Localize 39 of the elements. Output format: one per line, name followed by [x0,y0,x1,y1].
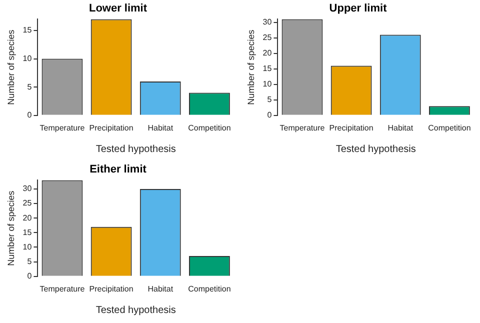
y-tick-label: 30 [22,184,32,194]
y-axis-title: Number of species [6,29,16,105]
y-tick-label: 10 [22,54,32,64]
y-tick-label: 5 [27,257,32,266]
x-tick-label: Temperature [40,123,86,132]
x-tick-label: Habitat [148,123,174,132]
y-tick-label: 5 [27,82,32,92]
x-tick-label: Competition [188,123,231,132]
chart-title: Either limit [90,164,147,176]
x-axis-title: Tested hypothesis [96,304,176,316]
x-tick-label: Precipitation [89,284,134,294]
y-tick-label: 5 [267,95,272,104]
chart-title: Upper limit [329,2,388,15]
x-tick-label: Precipitation [329,123,374,132]
y-tick-label: 20 [262,48,272,58]
y-tick-label: 15 [262,64,272,74]
y-tick-label: 10 [262,80,272,89]
y-tick-label: 25 [22,198,32,208]
x-tick-label: Temperature [40,284,86,294]
x-tick-label: Competition [428,123,471,132]
y-tick-label: 30 [262,18,272,27]
x-tick-label: Habitat [388,123,414,132]
y-axis-title: Number of species [6,190,16,266]
x-axis-title: Tested hypothesis [96,144,176,155]
y-tick-label: 0 [27,272,32,281]
x-axis-title: Tested hypothesis [336,144,416,155]
y-tick-label: 20 [22,213,32,222]
x-tick-label: Competition [188,284,231,294]
x-tick-label: Temperature [280,123,326,132]
x-tick-label: Precipitation [89,123,134,132]
y-axis-title: Number of species [246,29,256,105]
y-tick-label: 10 [22,242,32,252]
y-tick-label: 0 [27,110,32,120]
y-tick-label: 15 [22,26,32,35]
x-tick-label: Habitat [148,284,174,294]
y-tick-label: 15 [22,228,32,237]
y-tick-label: 25 [262,33,272,42]
chart-title: Lower limit [88,2,148,15]
y-tick-label: 0 [267,110,272,120]
